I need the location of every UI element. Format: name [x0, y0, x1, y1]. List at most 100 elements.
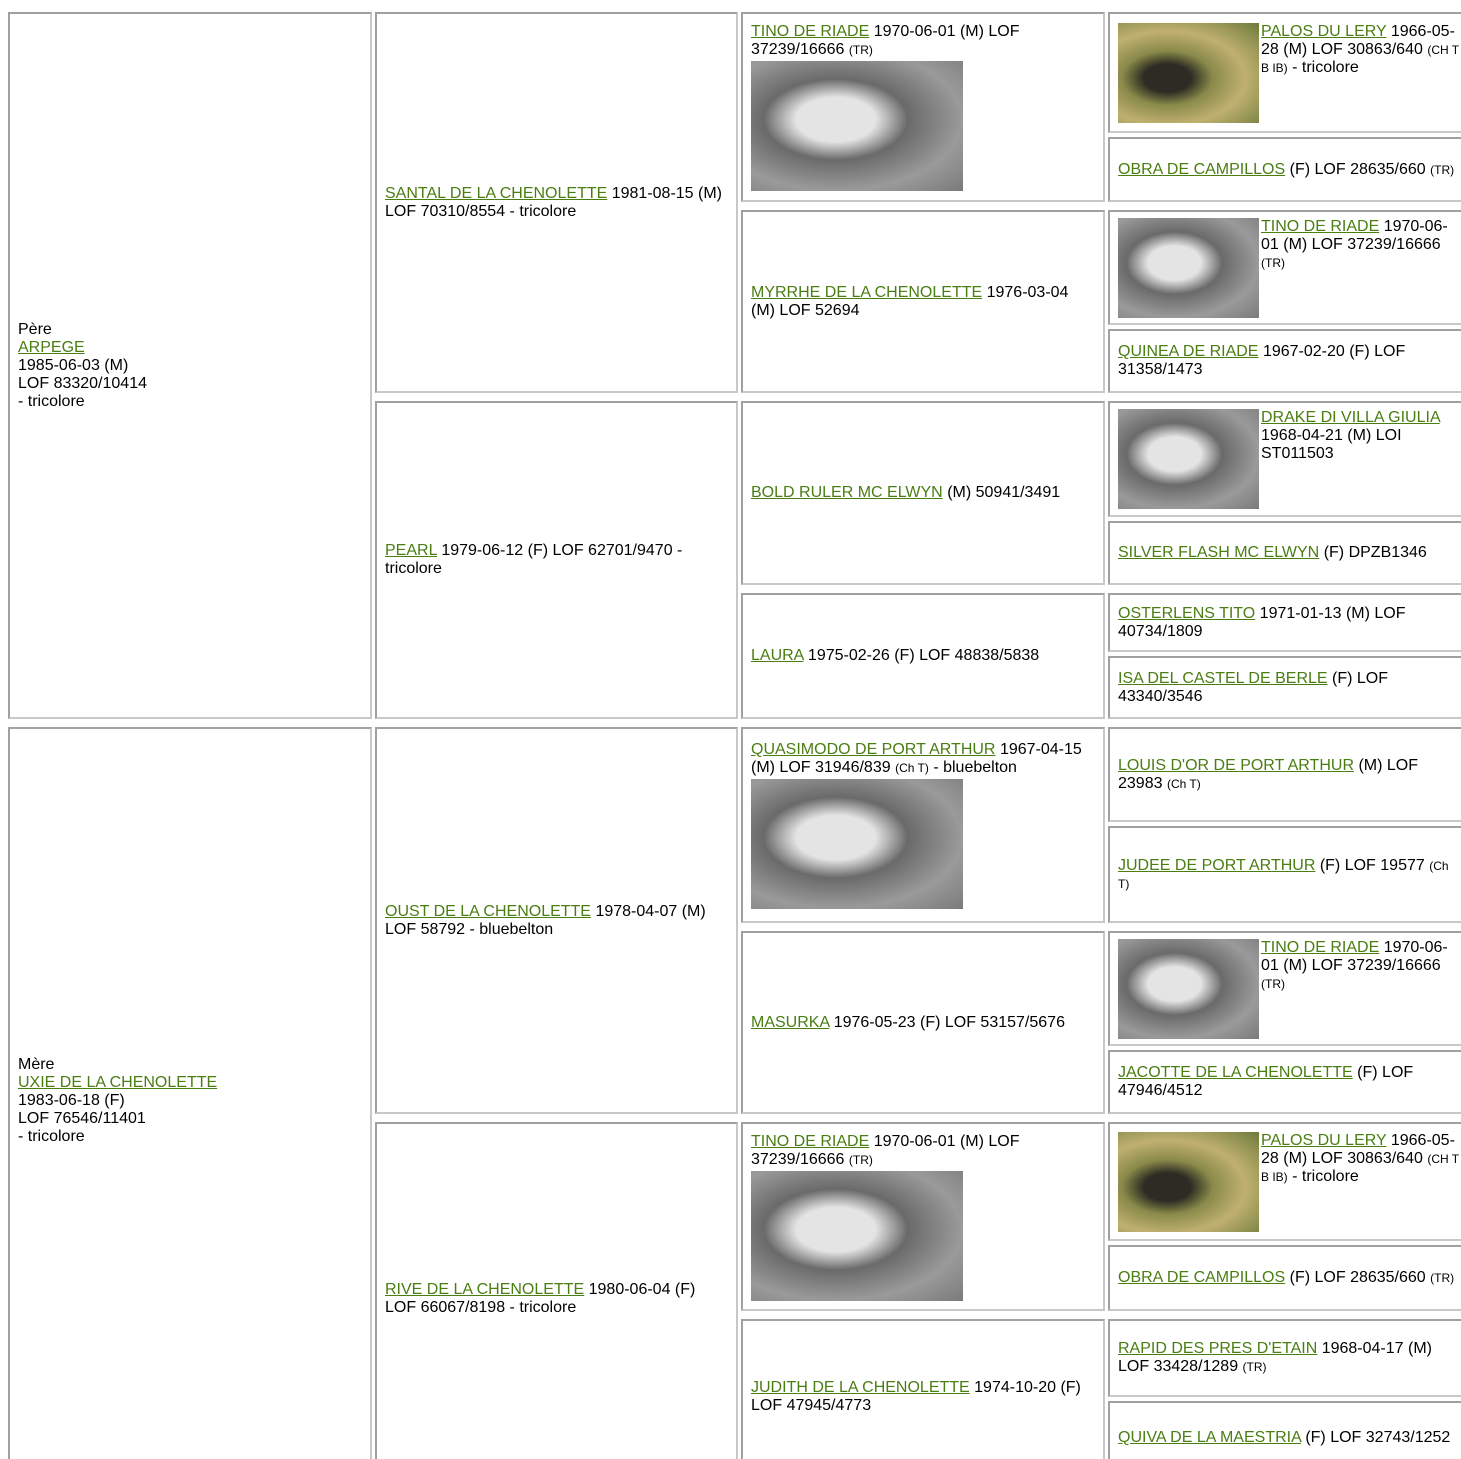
dog-photo: [751, 779, 963, 909]
pedigree-cell: TINO DE RIADE 1970-06-01 (M) LOF 37239/1…: [1108, 210, 1461, 325]
pedigree-cell: MASURKA 1976-05-23 (F) LOF 53157/5676: [741, 931, 1105, 1114]
dog-color: - tricolore: [1292, 1167, 1359, 1185]
dog-title: (Ch T): [1166, 776, 1201, 791]
dog-info: 1983-06-18 (F): [18, 1092, 125, 1109]
dog-title: (CH T B IB): [1261, 42, 1459, 75]
dog-photo: [1118, 22, 1259, 123]
dog-title: (TR): [848, 43, 873, 57]
dog-photo: [751, 1170, 963, 1301]
cell-content: QUIVA DE LA MAESTRIA (F) LOF 32743/1252: [1118, 1429, 1450, 1447]
cell-content: Père ARPEGE 1985-06-03 (M) LOF 83320/10414-…: [18, 321, 147, 411]
pedigree-cell: Mère UXIE DE LA CHENOLETTE 1983-06-18 (F) L…: [8, 727, 372, 1459]
dog-link[interactable]: JUDITH DE LA CHENOLETTE: [751, 1379, 970, 1396]
cell-content: OBRA DE CAMPILLOS (F) LOF 28635/660 (TR): [1118, 1269, 1454, 1287]
dog-info: 1979-06-12 (F) LOF 62701/9470 - tricolor…: [385, 542, 683, 577]
dog-info: (F) LOF 19577: [1319, 856, 1425, 874]
cell-content: DRAKE DI VILLA GIULIA 1968-04-21 (M) LOI…: [1118, 409, 1460, 509]
dog-title: (TR): [1430, 162, 1455, 177]
dog-info: 1967-02-20 (F) LOF 31358/1473: [1118, 343, 1406, 378]
cell-content: SILVER FLASH MC ELWYN (F) DPZB1346: [1118, 544, 1427, 562]
dog-link[interactable]: JUDEE DE PORT ARTHUR: [1118, 856, 1316, 874]
dog-link[interactable]: MYRRHE DE LA CHENOLETTE: [751, 283, 983, 301]
dog-link[interactable]: OBRA DE CAMPILLOS: [1118, 1269, 1286, 1286]
dog-link[interactable]: BOLD RULER MC ELWYN: [751, 484, 943, 501]
pedigree-cell: OSTERLENS TITO 1971-01-13 (M) LOF 40734/…: [1108, 593, 1461, 652]
dog-link[interactable]: LAURA: [751, 647, 804, 664]
pedigree-cell: LOUIS D'OR DE PORT ARTHUR (M) LOF 23983 …: [1108, 727, 1461, 822]
dog-info: 1967-04-15 (M) LOF 31946/839: [751, 741, 1082, 776]
dog-link[interactable]: QUASIMODO DE PORT ARTHUR: [751, 741, 996, 758]
cell-content: PALOS DU LERY 1966-05-28 (M) LOF 30863/6…: [1118, 1131, 1460, 1232]
dog-info: LOF 76546/11401: [18, 1110, 146, 1127]
dog-info: 1966-05-28 (M) LOF 30863/640: [1261, 1131, 1455, 1167]
dog-info: 1970-06-01 (M) LOF 37239/16666: [751, 1132, 1020, 1168]
cell-content: LOUIS D'OR DE PORT ARTHUR (M) LOF 23983 …: [1118, 757, 1460, 793]
dog-info: (F) LOF 43340/3546: [1118, 669, 1389, 705]
dog-info: (M) LOF 23983: [1118, 756, 1418, 792]
dog-info: 1970-06-01 (M) LOF 37239/16666: [1261, 938, 1448, 974]
pedigree-cell: TINO DE RIADE 1970-06-01 (M) LOF 37239/1…: [741, 1122, 1105, 1311]
dog-link[interactable]: MASURKA: [751, 1013, 830, 1031]
pedigree-cell: PEARL 1979-06-12 (F) LOF 62701/9470 - tr…: [375, 401, 738, 719]
pedigree-cell: TINO DE RIADE 1970-06-01 (M) LOF 37239/1…: [741, 12, 1105, 202]
cell-content: PALOS DU LERY 1966-05-28 (M) LOF 30863/6…: [1118, 22, 1460, 123]
pedigree-cell: RIVE DE LA CHENOLETTE 1980-06-04 (F) LOF…: [375, 1122, 738, 1459]
dog-info: 1976-03-04 (M) LOF 52694: [751, 283, 1069, 319]
dog-info: 1970-06-01 (M) LOF 37239/16666: [1261, 217, 1448, 253]
dog-info: LOF 83320/10414: [18, 374, 147, 392]
dog-info: (F) LOF 47946/4512: [1118, 1064, 1414, 1099]
dog-link[interactable]: TINO DE RIADE: [751, 1132, 870, 1150]
dog-info: - tricolore: [18, 1128, 85, 1145]
cell-content: QUASIMODO DE PORT ARTHUR 1967-04-15 (M) …: [751, 741, 1095, 909]
dog-link[interactable]: RAPID DES PRES D'ETAIN: [1118, 1340, 1318, 1357]
dog-link[interactable]: TINO DE RIADE: [751, 23, 870, 40]
pedigree-cell: PALOS DU LERY 1966-05-28 (M) LOF 30863/6…: [1108, 1122, 1461, 1241]
dog-photo: [1118, 938, 1259, 1039]
cell-content: TINO DE RIADE 1970-06-01 (M) LOF 37239/1…: [751, 23, 1095, 191]
dog-link[interactable]: QUINEA DE RIADE: [1118, 343, 1259, 360]
dog-link[interactable]: UXIE DE LA CHENOLETTE: [18, 1074, 218, 1091]
dog-info: 1981-08-15 (M) LOF 70310/8554 - tricolor…: [385, 184, 723, 220]
cell-content: RAPID DES PRES D'ETAIN 1968-04-17 (M) LO…: [1118, 1340, 1460, 1376]
dog-info: 1974-10-20 (F) LOF 47945/4773: [751, 1379, 1081, 1414]
cell-content: SANTAL DE LA CHENOLETTE 1981-08-15 (M) L…: [385, 185, 728, 221]
dog-link[interactable]: QUIVA DE LA MAESTRIA: [1118, 1429, 1301, 1446]
cell-content: JUDITH DE LA CHENOLETTE 1974-10-20 (F) L…: [751, 1379, 1095, 1415]
pedigree-cell: JACOTTE DE LA CHENOLETTE (F) LOF 47946/4…: [1108, 1050, 1461, 1114]
dog-link[interactable]: PALOS DU LERY: [1261, 22, 1387, 40]
dog-info: 1985-06-03 (M): [18, 356, 129, 374]
dog-link[interactable]: OSTERLENS TITO: [1118, 604, 1256, 622]
dog-link[interactable]: TINO DE RIADE: [1261, 217, 1380, 235]
pedigree-cell: SANTAL DE LA CHENOLETTE 1981-08-15 (M) L…: [375, 12, 738, 393]
cell-content: TINO DE RIADE 1970-06-01 (M) LOF 37239/1…: [1118, 217, 1460, 318]
dog-info: - tricolore: [18, 392, 85, 410]
dog-link[interactable]: OUST DE LA CHENOLETTE: [385, 902, 591, 920]
dog-link[interactable]: DRAKE DI VILLA GIULIA: [1261, 409, 1440, 426]
dog-link[interactable]: ISA DEL CASTEL DE BERLE: [1118, 669, 1328, 687]
dog-photo: [1118, 409, 1259, 509]
cell-content: PEARL 1979-06-12 (F) LOF 62701/9470 - tr…: [385, 542, 728, 578]
dog-link[interactable]: OBRA DE CAMPILLOS: [1118, 160, 1286, 178]
cell-content: TINO DE RIADE 1970-06-01 (M) LOF 37239/1…: [1118, 938, 1460, 1039]
dog-title: (TR): [1261, 255, 1285, 270]
cell-content: TINO DE RIADE 1970-06-01 (M) LOF 37239/1…: [751, 1133, 1095, 1301]
dog-link[interactable]: SANTAL DE LA CHENOLETTE: [385, 184, 608, 202]
dog-info: 1980-06-04 (F) LOF 66067/8198 - tricolor…: [385, 1280, 696, 1316]
parent-label: Mère: [18, 1056, 55, 1073]
pedigree-cell: DRAKE DI VILLA GIULIA 1968-04-21 (M) LOI…: [1108, 401, 1461, 517]
dog-link[interactable]: PALOS DU LERY: [1261, 1131, 1387, 1149]
dog-title: (TR): [1261, 976, 1285, 991]
dog-link[interactable]: RIVE DE LA CHENOLETTE: [385, 1280, 585, 1298]
dog-color: - bluebelton: [933, 759, 1017, 776]
cell-content: BOLD RULER MC ELWYN (M) 50941/3491: [751, 484, 1060, 502]
pedigree-cell: BOLD RULER MC ELWYN (M) 50941/3491: [741, 401, 1105, 585]
dog-info: 1978-04-07 (M) LOF 58792 - bluebelton: [385, 902, 706, 938]
dog-link[interactable]: TINO DE RIADE: [1261, 938, 1380, 956]
pedigree-cell: TINO DE RIADE 1970-06-01 (M) LOF 37239/1…: [1108, 931, 1461, 1046]
dog-link[interactable]: LOUIS D'OR DE PORT ARTHUR: [1118, 756, 1354, 774]
dog-link[interactable]: ARPEGE: [18, 338, 85, 356]
dog-link[interactable]: JACOTTE DE LA CHENOLETTE: [1118, 1064, 1353, 1081]
cell-content: OBRA DE CAMPILLOS (F) LOF 28635/660 (TR): [1118, 161, 1454, 179]
dog-link[interactable]: PEARL: [385, 542, 437, 559]
dog-link[interactable]: SILVER FLASH MC ELWYN: [1118, 544, 1320, 561]
